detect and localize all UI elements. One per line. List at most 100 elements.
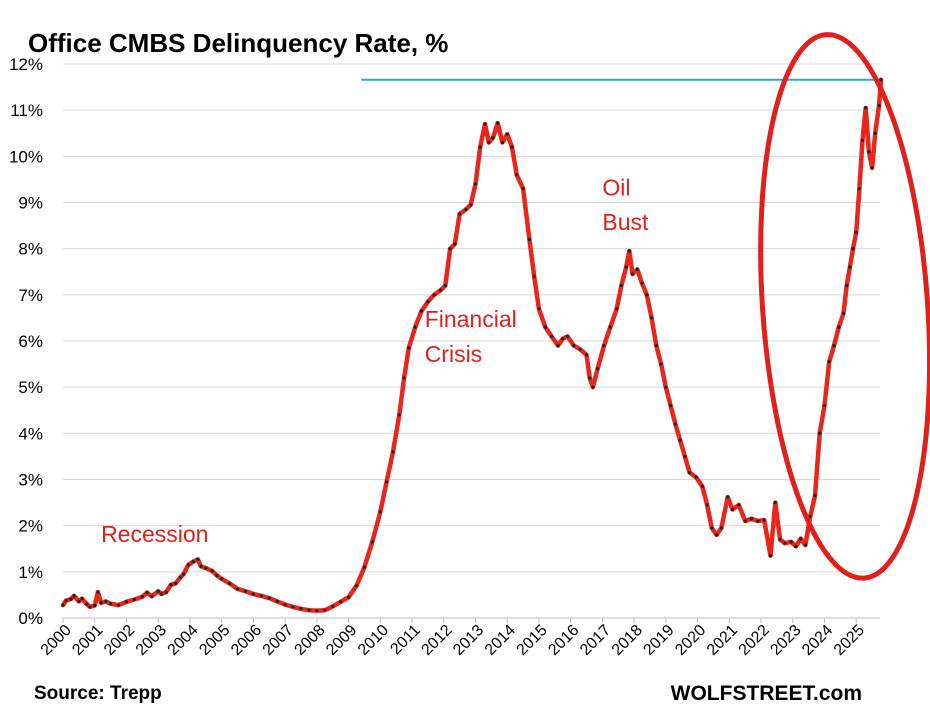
data-point xyxy=(749,517,754,521)
data-point xyxy=(438,288,443,292)
data-point xyxy=(688,470,692,475)
y-tick-label: 2% xyxy=(18,517,43,536)
data-point xyxy=(565,334,570,338)
data-point xyxy=(773,500,777,505)
highlight-ellipse xyxy=(758,32,930,581)
data-point xyxy=(521,187,525,191)
data-point xyxy=(659,362,663,366)
data-point xyxy=(877,103,881,108)
data-point xyxy=(267,596,271,600)
data-point xyxy=(178,575,182,579)
data-point xyxy=(673,422,677,426)
data-point xyxy=(88,605,92,609)
data-point xyxy=(85,602,89,606)
data-point xyxy=(778,537,782,542)
data-point xyxy=(432,293,436,297)
data-point xyxy=(743,519,747,523)
x-tick-label: 2020 xyxy=(672,622,709,659)
data-point xyxy=(210,569,214,573)
data-point xyxy=(80,597,84,601)
data-point xyxy=(832,344,836,348)
data-point xyxy=(615,307,619,311)
y-tick-label: 10% xyxy=(9,147,43,166)
annotation-label: Bust xyxy=(602,209,649,235)
data-point xyxy=(596,367,600,371)
y-axis-ticks: 0% 1% 2% 3% 4% 5% 6% 7% 8% 9% 10% 11% 12% xyxy=(9,55,43,628)
data-point xyxy=(370,540,374,544)
x-tick-label: 2025 xyxy=(831,622,868,659)
data-point xyxy=(150,594,154,598)
source-label: Source: Trepp xyxy=(34,683,162,704)
data-point xyxy=(64,598,68,603)
x-tick-label: 2004 xyxy=(165,622,202,659)
data-point xyxy=(500,140,505,145)
data-point xyxy=(537,307,541,311)
x-tick-label: 2023 xyxy=(767,622,804,659)
y-tick-label: 7% xyxy=(18,286,43,305)
data-point xyxy=(196,557,200,561)
data-point xyxy=(104,599,108,603)
data-point xyxy=(235,587,240,591)
data-point xyxy=(199,564,203,568)
data-point xyxy=(346,595,351,599)
data-point xyxy=(556,344,560,348)
x-axis-ticks: 2000200120022003200420052006200720082009… xyxy=(38,618,868,659)
data-point xyxy=(602,344,606,348)
x-tick-label: 2021 xyxy=(704,622,741,659)
data-point xyxy=(191,560,195,564)
data-point xyxy=(664,385,668,389)
x-tick-label: 2009 xyxy=(323,622,360,659)
data-point xyxy=(385,480,389,484)
data-point xyxy=(794,544,798,549)
data-point xyxy=(870,166,874,170)
data-point xyxy=(827,360,831,364)
x-tick-label: 2018 xyxy=(609,622,646,659)
annotations: Recession Financial Crisis Oil Bust xyxy=(101,175,649,547)
data-point xyxy=(584,353,589,357)
data-point xyxy=(543,325,547,329)
data-point xyxy=(762,518,766,522)
data-point xyxy=(608,325,612,329)
data-point xyxy=(619,284,624,288)
data-point xyxy=(505,132,509,136)
data-point xyxy=(215,573,219,578)
data-point xyxy=(822,404,827,408)
data-point xyxy=(668,404,673,408)
data-point xyxy=(789,540,793,544)
data-point xyxy=(464,207,468,212)
y-tick-label: 9% xyxy=(18,194,43,213)
data-point xyxy=(808,514,812,519)
data-point xyxy=(572,344,576,348)
data-point xyxy=(630,272,635,276)
data-point xyxy=(156,589,160,593)
data-point xyxy=(307,608,311,612)
data-point xyxy=(737,503,741,507)
data-point xyxy=(864,106,868,110)
data-point xyxy=(803,543,808,547)
data-point xyxy=(362,565,367,569)
data-point xyxy=(578,347,582,351)
data-point xyxy=(799,536,803,541)
annotation-label: Financial xyxy=(425,306,517,332)
data-point xyxy=(124,600,129,604)
x-tick-label: 2015 xyxy=(514,622,551,659)
data-point xyxy=(705,503,709,507)
data-point xyxy=(77,599,81,603)
x-tick-label: 2016 xyxy=(545,622,582,659)
data-point xyxy=(99,601,103,605)
data-point xyxy=(419,309,424,313)
data-point xyxy=(220,577,224,581)
x-tick-label: 2011 xyxy=(387,622,423,658)
data-point xyxy=(491,136,495,140)
data-point xyxy=(448,247,452,251)
data-point xyxy=(848,265,852,269)
data-point xyxy=(291,605,295,609)
x-tick-label: 2003 xyxy=(133,622,170,659)
x-tick-label: 2013 xyxy=(450,622,487,659)
x-tick-label: 2012 xyxy=(418,622,455,659)
data-point xyxy=(719,526,723,530)
y-tick-label: 4% xyxy=(18,424,43,443)
data-point xyxy=(397,413,401,417)
x-tick-label: 2017 xyxy=(577,622,614,659)
data-point xyxy=(251,592,255,596)
